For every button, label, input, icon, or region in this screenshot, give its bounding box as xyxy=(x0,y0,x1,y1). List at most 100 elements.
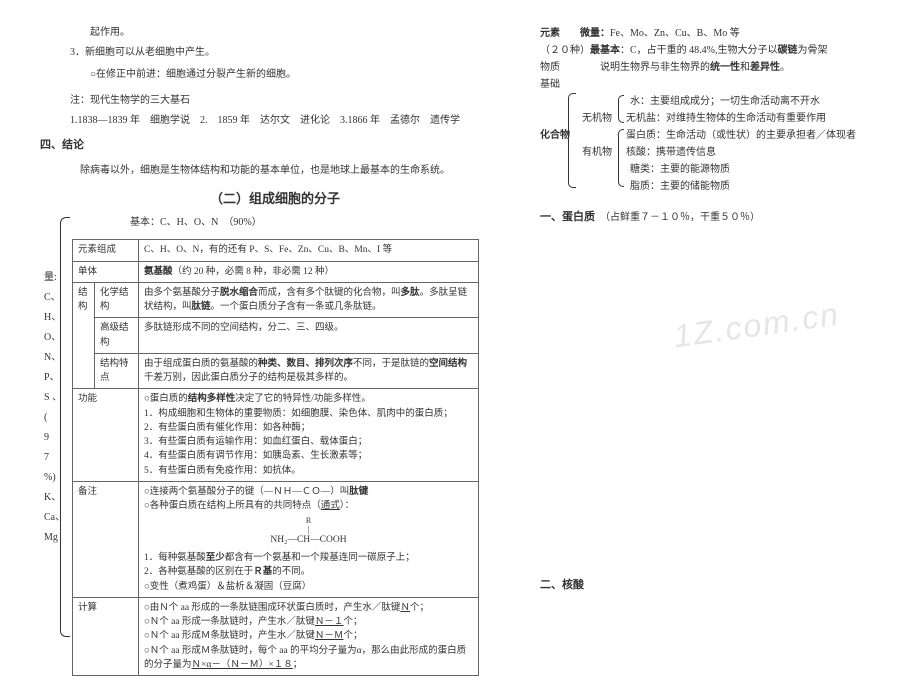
label-item: Cа、 xyxy=(44,508,65,528)
brace-icon xyxy=(618,95,624,123)
label-element: 元素 xyxy=(540,28,560,39)
underline-text: Ｎ－１ xyxy=(315,617,344,627)
label-organic: 有机物 xyxy=(582,147,612,158)
cell-monomer-value: 氨基酸（约 20 种，必需 8 种，非必需 12 种） xyxy=(139,261,479,282)
section-title: （二）组成细胞的分子 xyxy=(40,189,510,210)
underline-text: Ｎ－Ｍ xyxy=(315,631,344,641)
text: 无机盐：对维持生物体的生命活动有重要作用 xyxy=(626,113,826,124)
text: 的不同。 xyxy=(272,567,310,577)
text: 个； xyxy=(343,631,362,641)
label-basis: 基础 xyxy=(540,76,880,93)
formula-nh2: NH₂ xyxy=(270,535,287,545)
basic-elements-line: 基本：C、H、O、N （90%） xyxy=(130,215,510,231)
label-item: K、 xyxy=(44,488,65,508)
text: ：C，占干重的 48.4%,生物大分子以 xyxy=(620,45,778,56)
brace-icon xyxy=(568,93,576,188)
text: 由于组成蛋白质的氨基酸的 xyxy=(144,359,258,369)
bold-text: 氨基酸 xyxy=(144,267,173,277)
label-item: C、 xyxy=(44,288,65,308)
label-item: 9 xyxy=(44,428,65,448)
bold-text: 碳链 xyxy=(778,45,798,56)
bold-text: 最基本 xyxy=(590,45,620,56)
text: 都含有一个氨基和一个羧基连同一碳原子上； xyxy=(225,553,415,563)
conclusion-text: 除病毒以外，细胞是生物体结构和功能的基本单位，也是地球上最基本的生命系统。 xyxy=(80,163,510,179)
text: （２０种） xyxy=(540,45,590,56)
text: ○各种蛋白质在结构上所具有的共同特点（ xyxy=(144,501,321,511)
text: Fe、Mo、Zn、Cu、B、Mo 等 xyxy=(610,28,740,39)
text: 1．每种氨基酸 xyxy=(144,553,206,563)
label-item: O、 xyxy=(44,328,65,348)
label-item: %) xyxy=(44,468,65,488)
note-items: 1.1838—1839 年 细胞学说 2. 1859 年 达尔文 进化论 3.1… xyxy=(70,113,510,129)
protein-note: （占鲜重７－１０％，干重５０％） xyxy=(605,212,760,223)
func-item: 4．有些蛋白质有调节作用：如胰岛素、生长激素等； xyxy=(144,451,367,461)
text-line: 起作用。 xyxy=(90,25,510,41)
text-line: 无机物 无机盐：对维持生物体的生命活动有重要作用 xyxy=(540,110,880,127)
cell-note-label: 备注 xyxy=(73,481,139,597)
cell-element-value: C、H、O、N，有的还有 P、S、Fe、Zn、Cu、B、Mn、I 等 xyxy=(139,240,479,261)
text: 说明生物界与非生物界的 xyxy=(600,62,710,73)
note-label: 注：现代生物学的三大基石 xyxy=(70,93,510,109)
text: ○变性（煮鸡蛋）＆盐析＆凝固（豆腐） xyxy=(144,582,311,592)
text: 由多个氨基酸分子 xyxy=(144,288,220,298)
cell-adv-struct: 高级结构 xyxy=(95,318,139,354)
func-item: 3．有些蛋白质有运输作用：如血红蛋白、载体蛋白； xyxy=(144,437,367,447)
bold-text: 肽链 xyxy=(192,302,211,312)
formula-cooh: COOH xyxy=(320,535,347,545)
cell-chem-struct: 化学结构 xyxy=(95,282,139,318)
bold-text: 统一性 xyxy=(710,62,740,73)
underline-text: Ｎ×α－（Ｎ－Ｍ）×１８ xyxy=(192,660,293,670)
cell-calc-value: ○由Ｎ个 aa 形成的一条肽链围成环状蛋白质时，产生水／肽键Ｎ个； ○Ｎ个 aa… xyxy=(139,597,479,675)
protein-heading-line: 一、蛋白质 （占鲜重７－１０％，干重５０％） xyxy=(540,209,880,227)
bold-text: 结构多样性 xyxy=(188,394,236,404)
text-line: 物质 说明生物界与非生物界的统一性和差异性。 xyxy=(540,59,880,76)
cell-monomer: 单体 xyxy=(73,261,139,282)
text: 为骨架 xyxy=(798,45,828,56)
text: 。一个蛋白质分子含有一条或几条肽链。 xyxy=(211,302,382,312)
page-columns: 起作用。 3．新细胞可以从老细胞中产生。 ○在修正中前进：细胞通过分裂产生新的细… xyxy=(40,25,880,676)
cell-struct-feature: 结构特点 xyxy=(95,353,139,389)
text-line: 化合物 蛋白质：生命活动（或性状）的主要承担者／体现者 xyxy=(540,127,880,144)
cell-structure-label: 结构 xyxy=(73,282,95,389)
label-matter: 物质 xyxy=(540,62,560,73)
heading-four: 四、结论 xyxy=(40,137,510,155)
bold-text: 空间结构 xyxy=(429,359,467,369)
right-column: 元素 微量：Fe、Mo、Zn、Cu、B、Mo 等 （２０种）最基本：C，占干重的… xyxy=(540,25,880,676)
heading-protein: 一、蛋白质 xyxy=(540,211,595,223)
func-item: 5．有些蛋白质有免疫作用：如抗体。 xyxy=(144,466,301,476)
text-line: 脂质：主要的储能物质 xyxy=(630,178,880,195)
text: ）： xyxy=(340,501,354,511)
text: （约 20 种，必需 8 种，非必需 12 种） xyxy=(173,267,335,277)
underline-text: Ｎ xyxy=(400,603,410,613)
text: 而成，含有多个肽键的化合物，叫 xyxy=(258,288,401,298)
text: 。 xyxy=(780,62,790,73)
cell-struct-feature-value: 由于组成蛋白质的氨基酸的种类、数目、排列次序不同，于是肽链的空间结构千差万别，因… xyxy=(139,353,479,389)
bold-text: 种类、数目、排列次序 xyxy=(258,359,353,369)
label-item: 7 xyxy=(44,448,65,468)
brace-icon xyxy=(618,129,624,187)
text: 2．各种氨基酸的区别在于 xyxy=(144,567,253,577)
label-inorganic: 无机物 xyxy=(582,113,612,124)
vertical-element-labels: 量: C、 H、 O、 N、 P、 S 、 ( 9 7 %) K、 Cа、 Mg xyxy=(44,268,65,548)
label-item: S 、 xyxy=(44,388,65,408)
text: 蛋白质：生命活动（或性状）的主要承担者／体现者 xyxy=(626,130,856,141)
text: 千差万别，因此蛋白质分子的结构是极其多样的。 xyxy=(144,373,353,383)
bold-text: 脱水缩合 xyxy=(220,288,258,298)
text-line: 有机物 核酸：携带遗传信息 xyxy=(540,144,880,161)
text: ○Ｎ个 aa 形成一条肽链时，产生水／肽键 xyxy=(144,617,315,627)
text-line: （２０种）最基本：C，占干重的 48.4%,生物大分子以碳链为骨架 xyxy=(540,42,880,59)
cell-note-value: ○连接两个氨基酸分子的键（—ＮＨ—ＣＯ—）叫肽键 ○各种蛋白质在结构上所具有的共… xyxy=(139,481,479,597)
label-item: N、 xyxy=(44,348,65,368)
cell-function-value: ○蛋白质的结构多样性决定了它的特异性/功能多样性。 1．构成细胞和生物体的重要物… xyxy=(139,389,479,482)
label-compound: 化合物 xyxy=(540,130,570,141)
text: 个； xyxy=(410,603,429,613)
text: ○由Ｎ个 aa 形成的一条肽链围成环状蛋白质时，产生水／肽键 xyxy=(144,603,400,613)
func-item: 2．有些蛋白质有催化作用：如各种酶； xyxy=(144,423,310,433)
text-line: 糖类：主要的能源物质 xyxy=(630,161,880,178)
text: 核酸：携带遗传信息 xyxy=(626,147,716,158)
label-item: P、 xyxy=(44,368,65,388)
cell-calc-label: 计算 xyxy=(73,597,139,675)
bold-text: 差异性 xyxy=(750,62,780,73)
text: ○连接两个氨基酸分子的键（—ＮＨ—ＣＯ—）叫 xyxy=(144,487,349,497)
text-line: 水：主要组成成分；一切生命活动离不开水 xyxy=(630,93,880,110)
